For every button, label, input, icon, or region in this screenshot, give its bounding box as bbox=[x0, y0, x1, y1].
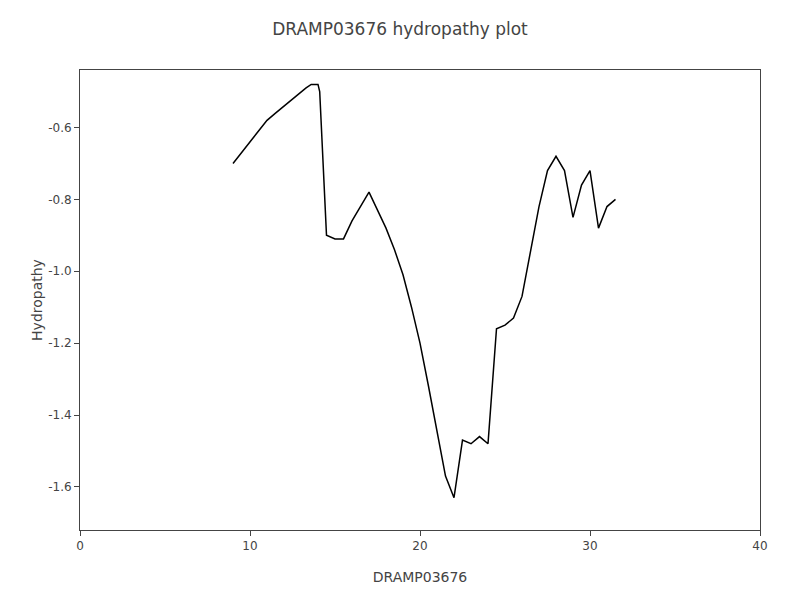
svg-text:-1.0: -1.0 bbox=[48, 264, 71, 278]
svg-text:-0.6: -0.6 bbox=[48, 121, 71, 135]
svg-text:40: 40 bbox=[752, 539, 767, 553]
svg-text:-1.4: -1.4 bbox=[48, 408, 71, 422]
svg-text:10: 10 bbox=[242, 539, 257, 553]
svg-text:-0.8: -0.8 bbox=[48, 193, 71, 207]
svg-text:20: 20 bbox=[412, 539, 427, 553]
svg-text:DRAMP03676: DRAMP03676 bbox=[373, 569, 468, 585]
svg-text:-1.2: -1.2 bbox=[48, 336, 71, 350]
svg-text:30: 30 bbox=[582, 539, 597, 553]
svg-text:-1.6: -1.6 bbox=[48, 480, 71, 494]
svg-text:Hydropathy: Hydropathy bbox=[29, 259, 45, 341]
svg-text:DRAMP03676 hydropathy plot: DRAMP03676 hydropathy plot bbox=[272, 19, 528, 39]
svg-text:0: 0 bbox=[76, 539, 84, 553]
